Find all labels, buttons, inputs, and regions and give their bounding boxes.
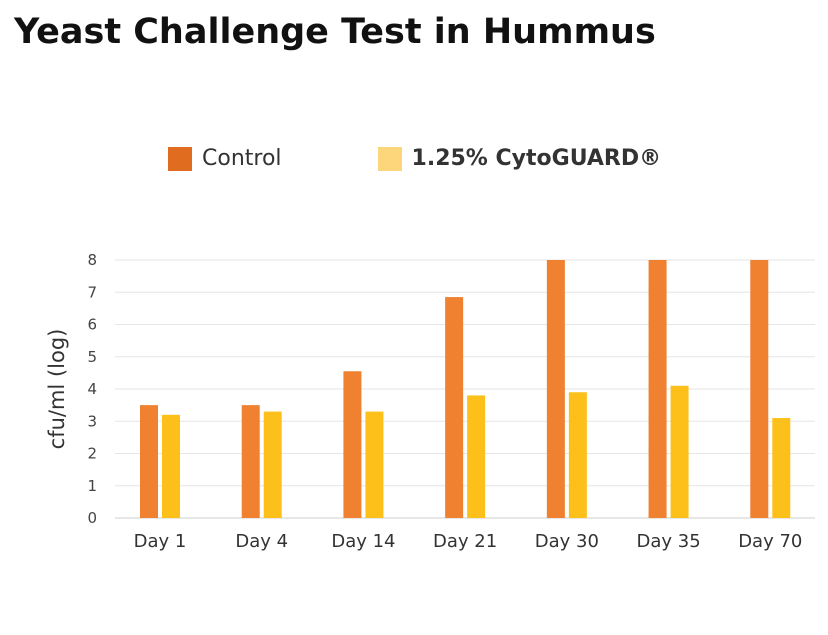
legend: Control 1.25% CytoGUARD® [168,146,757,171]
bar-cytoguard-day-35 [670,385,689,518]
bar-control-day-1 [140,405,158,518]
y-tick-label: 7 [87,283,97,301]
y-tick-label: 2 [87,445,97,463]
grid-lines [115,259,815,519]
legend-item-cytoguard: 1.25% CytoGUARD® [377,146,662,171]
legend-label-cytoguard: 1.25% CytoGUARD® [411,146,662,171]
legend-swatch-control [168,146,192,171]
legend-item-control: Control [168,146,282,171]
y-tick-label: 8 [87,251,97,269]
bar-cytoguard-day-70 [772,418,791,518]
x-tick-label: Day 4 [235,531,288,552]
bar-cytoguard-day-14 [365,411,384,518]
bar-control-day-35 [648,260,667,518]
y-tick-label: 3 [87,412,97,430]
x-tick-label: Day 30 [535,531,599,552]
bars [140,260,791,518]
bar-control-day-21 [445,297,464,518]
y-tick-label: 4 [87,380,97,398]
bar-control-day-14 [343,371,362,518]
y-tick-labels: 0 1 2 3 4 5 6 7 8 [87,251,97,527]
x-tick-label: Day 14 [331,531,395,552]
y-tick-label: 5 [87,348,97,366]
bar-control-day-30 [546,260,565,518]
legend-swatch-cytoguard [377,146,402,171]
x-tick-label: Day 1 [134,531,187,552]
x-tick-label: Day 70 [738,531,802,552]
bar-cytoguard-day-21 [467,395,486,518]
bar-cytoguard-day-4 [263,411,282,518]
y-tick-label: 1 [87,477,97,495]
chart-title: Yeast Challenge Test in Hummus [14,12,656,52]
x-tick-label: Day 35 [636,531,700,552]
y-tick-label: 6 [87,316,97,334]
y-tick-label: 0 [87,509,97,527]
x-tick-label: Day 21 [433,531,497,552]
y-axis-label: cfu/ml (log) [45,329,69,450]
bar-control-day-70 [750,260,769,518]
bar-control-day-4 [241,405,260,518]
bar-cytoguard-day-1 [162,414,180,518]
bar-cytoguard-day-30 [568,392,587,518]
x-tick-labels: Day 1 Day 4 Day 14 Day 21 Day 30 Day 35 Day 70 [134,531,803,552]
legend-label-control: Control [202,146,282,171]
